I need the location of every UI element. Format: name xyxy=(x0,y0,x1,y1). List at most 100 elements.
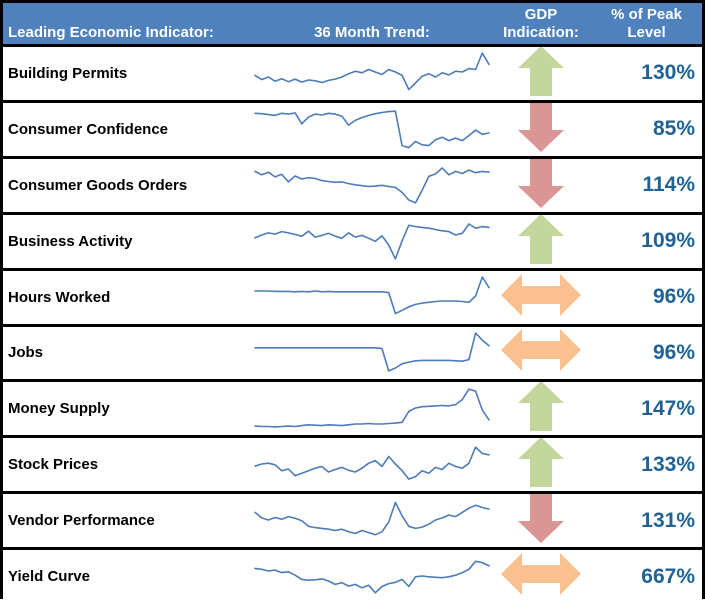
trend-cell xyxy=(253,494,491,547)
peak-level-value: 147% xyxy=(641,396,695,420)
sparkline-chart xyxy=(254,167,490,204)
down-arrow-icon xyxy=(518,494,564,547)
trend-cell xyxy=(253,159,491,212)
trend-cell xyxy=(253,47,491,100)
indicator-label: Money Supply xyxy=(8,400,110,418)
gdp-indication-cell xyxy=(491,214,591,268)
sparkline-chart xyxy=(254,52,490,91)
trend-cell xyxy=(253,327,491,380)
down-arrow-icon xyxy=(518,102,564,156)
up-arrow-icon xyxy=(518,214,564,268)
table-row: Jobs 96% xyxy=(3,323,702,380)
trend-cell xyxy=(253,382,491,435)
header-gdp-line1: GDP xyxy=(524,6,558,23)
sparkline-chart xyxy=(254,560,490,594)
trend-cell xyxy=(253,550,491,603)
peak-level-value: 96% xyxy=(652,285,695,309)
gdp-indication-cell xyxy=(491,271,591,324)
gdp-indication-cell xyxy=(491,494,591,547)
header-indicator-label: Leading Economic Indicator: xyxy=(8,24,214,41)
peak-level-value: 96% xyxy=(652,340,695,364)
header-gdp-line2: Indication: xyxy=(503,24,579,41)
gdp-indication-cell xyxy=(491,438,591,491)
gdp-indication-cell xyxy=(491,550,591,603)
trend-cell xyxy=(253,271,491,324)
gdp-indication-cell xyxy=(491,327,591,380)
indicator-label: Consumer Goods Orders xyxy=(8,176,188,194)
header-peak-level: % of Peak Level xyxy=(591,3,702,44)
indicator-label: Vendor Performance xyxy=(8,512,155,530)
peak-level-cell: 667% xyxy=(591,550,702,603)
indicator-label: Building Permits xyxy=(8,64,128,82)
peak-level-value: 109% xyxy=(641,229,695,253)
peak-level-cell: 133% xyxy=(591,438,702,491)
indicator-label: Stock Prices xyxy=(8,456,99,474)
indicator-cell: Money Supply xyxy=(3,382,253,435)
header-trend: 36 Month Trend: xyxy=(253,3,491,44)
peak-level-cell: 96% xyxy=(591,271,702,324)
table-header: Leading Economic Indicator: 36 Month Tre… xyxy=(3,3,702,44)
peak-level-value: 667% xyxy=(641,564,695,588)
sparkline-chart xyxy=(254,446,490,480)
indicator-cell: Building Permits xyxy=(3,47,253,100)
sparkline-chart xyxy=(254,501,490,536)
peak-level-value: 131% xyxy=(641,508,695,532)
indicator-label: Jobs xyxy=(8,344,44,362)
table-body: Building Permits 130% Consumer Confidenc… xyxy=(3,44,702,603)
peak-level-cell: 114% xyxy=(591,159,702,212)
gdp-indication-cell xyxy=(491,382,591,435)
sparkline-chart xyxy=(254,388,490,428)
down-arrow-icon xyxy=(518,158,564,212)
table-row: Building Permits 130% xyxy=(3,44,702,100)
trend-cell xyxy=(253,215,491,268)
left-right-arrow-icon xyxy=(501,273,581,321)
header-peak-line1: % of Peak xyxy=(611,6,682,23)
indicator-cell: Jobs xyxy=(3,327,253,380)
up-arrow-icon xyxy=(518,382,564,435)
trend-cell xyxy=(253,103,491,156)
sparkline-chart xyxy=(254,223,490,260)
table-row: Yield Curve 667% xyxy=(3,547,702,603)
gdp-indication-cell xyxy=(491,158,591,212)
indicator-cell: Consumer Confidence xyxy=(3,103,253,156)
header-gdp-indication: GDP Indication: xyxy=(491,3,591,44)
indicator-cell: Yield Curve xyxy=(3,550,253,603)
indicator-cell: Hours Worked xyxy=(3,271,253,324)
header-indicator: Leading Economic Indicator: xyxy=(3,3,253,44)
gdp-indication-cell xyxy=(491,46,591,100)
peak-level-cell: 96% xyxy=(591,327,702,380)
peak-level-value: 130% xyxy=(641,61,695,85)
table-row: Money Supply 147% xyxy=(3,379,702,436)
sparkline-chart xyxy=(254,276,490,315)
table-row: Consumer Confidence 85% xyxy=(3,99,702,156)
sparkline-chart xyxy=(254,110,490,149)
table-row: Hours Worked 96% xyxy=(3,267,702,324)
up-arrow-icon xyxy=(518,438,564,491)
indicator-label: Consumer Confidence xyxy=(8,120,169,138)
table-row: Stock Prices 133% xyxy=(3,435,702,492)
up-arrow-icon xyxy=(518,46,564,100)
indicator-cell: Consumer Goods Orders xyxy=(3,159,253,212)
indicator-cell: Stock Prices xyxy=(3,438,253,491)
sparkline-chart xyxy=(254,332,490,372)
table-row: Business Activity 109% xyxy=(3,211,702,268)
trend-cell xyxy=(253,438,491,491)
peak-level-value: 85% xyxy=(652,117,695,141)
indicator-label: Yield Curve xyxy=(8,568,90,586)
peak-level-cell: 130% xyxy=(591,47,702,100)
peak-level-value: 133% xyxy=(641,452,695,476)
gdp-indication-cell xyxy=(491,102,591,156)
indicator-cell: Business Activity xyxy=(3,215,253,268)
peak-level-value: 114% xyxy=(642,173,695,197)
peak-level-cell: 131% xyxy=(591,494,702,547)
indicator-label: Hours Worked xyxy=(8,288,111,306)
header-peak-line2: Level xyxy=(627,24,666,41)
table-row: Consumer Goods Orders 114% xyxy=(3,155,702,212)
peak-level-cell: 85% xyxy=(591,103,702,156)
left-right-arrow-icon xyxy=(501,553,581,600)
indicator-cell: Vendor Performance xyxy=(3,494,253,547)
peak-level-cell: 109% xyxy=(591,215,702,268)
header-trend-label: 36 Month Trend: xyxy=(314,24,430,41)
left-right-arrow-icon xyxy=(501,329,581,376)
